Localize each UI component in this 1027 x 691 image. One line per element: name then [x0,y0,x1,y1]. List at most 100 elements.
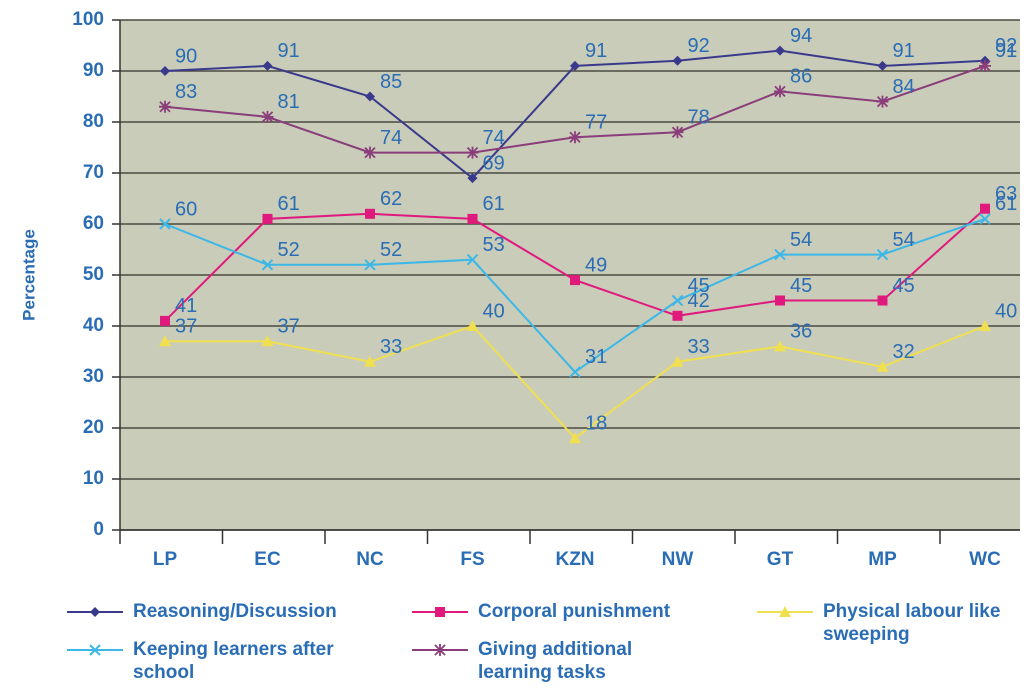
data-label: 41 [175,295,197,317]
legend-label: Giving additional learning tasks [478,639,633,683]
point [364,355,376,367]
y-tick-label: 40 [83,315,104,336]
data-label: 85 [380,71,402,93]
data-label: 37 [278,316,300,338]
y-tick-label: 20 [83,417,104,438]
x-tick-label: LP [153,549,178,570]
y-tick-label: 90 [83,60,104,81]
point [467,173,478,184]
data-label: 74 [380,127,402,149]
x-tick-label: WC [969,549,1001,570]
data-label: 92 [995,35,1017,57]
data-label: 91 [278,40,300,62]
legend-swatch [757,606,813,617]
data-label: 81 [278,91,300,113]
legend-swatch [412,607,468,617]
data-label: 91 [995,40,1017,62]
data-label: 94 [790,25,812,47]
point [876,360,889,372]
data-label: 33 [380,336,402,358]
legend-swatch [67,607,123,617]
point [979,320,991,331]
data-label: 18 [585,412,607,434]
data-label: 86 [790,66,812,88]
point [774,248,786,261]
legend-item: Corporal punishment [410,600,698,623]
data-label: 37 [175,316,197,338]
data-label: 31 [585,346,607,368]
legend-item: Physical labour like sweeping [755,600,1027,646]
data-label: 61 [483,193,505,215]
point [979,59,991,72]
data-label: 54 [893,229,915,251]
chart: Percentage 0 10 20 30 40 50 60 70 80 90 100 LP EC NC F… [19,9,1020,570]
data-label: 78 [688,106,710,128]
point [779,606,791,617]
point [159,218,171,230]
x-tick-label: MP [868,549,897,570]
y-tick-label: 100 [72,9,104,30]
y-tick-label: 10 [83,468,104,489]
point [876,95,889,108]
point [364,146,376,159]
data-label: 60 [175,198,197,220]
x-tick-label: NC [356,549,384,570]
data-label: 49 [585,254,607,276]
legend-label: Corporal punishment [478,601,671,622]
data-label: 74 [483,127,505,149]
data-label: 91 [585,40,607,62]
y-tick-label: 50 [83,264,104,285]
data-label: 63 [995,183,1017,205]
y-tick-label: 30 [83,366,104,387]
point [435,607,445,617]
y-tick-label: 0 [93,519,104,540]
point [466,253,479,266]
point [569,131,581,144]
point [775,45,785,56]
point [434,644,446,656]
point [570,60,580,71]
data-label: 33 [688,336,710,358]
legend-item: Giving additional learning tasks [410,638,698,684]
y-tick-label: 70 [83,162,104,183]
data-label: 62 [380,188,402,210]
data-label: 40 [995,300,1017,322]
point [774,85,786,98]
data-label: 77 [585,112,607,134]
legend-label: Physical labour like sweeping [823,601,1001,645]
point [262,213,273,224]
point [467,213,478,224]
data-label: 42 [688,290,710,312]
point [672,55,683,66]
point [877,295,888,306]
point [672,310,683,321]
legend-item: Reasoning/Discussion [65,600,353,623]
point [365,208,375,219]
data-label: 53 [483,234,505,256]
x-tick-label: EC [254,549,281,570]
point [159,335,171,347]
point [261,259,274,271]
y-axis-label: Percentage [19,229,38,321]
point [261,335,274,347]
x-tick-label: GT [767,549,794,570]
point [466,320,479,331]
point [570,275,580,286]
x-tick-label: FS [460,549,484,570]
data-label: 36 [790,321,812,343]
point [980,203,990,214]
point [569,432,581,444]
legend-swatch [67,644,123,656]
point [877,60,888,71]
point [671,294,684,307]
data-label: 32 [893,341,915,363]
y-tick-label: 60 [83,213,104,234]
x-tick-label: KZN [555,549,594,570]
point [364,259,376,271]
point [159,100,171,113]
legend-label: Keeping learners after school [133,639,334,683]
data-label: 92 [688,35,710,57]
point [365,91,375,102]
point [569,366,581,378]
